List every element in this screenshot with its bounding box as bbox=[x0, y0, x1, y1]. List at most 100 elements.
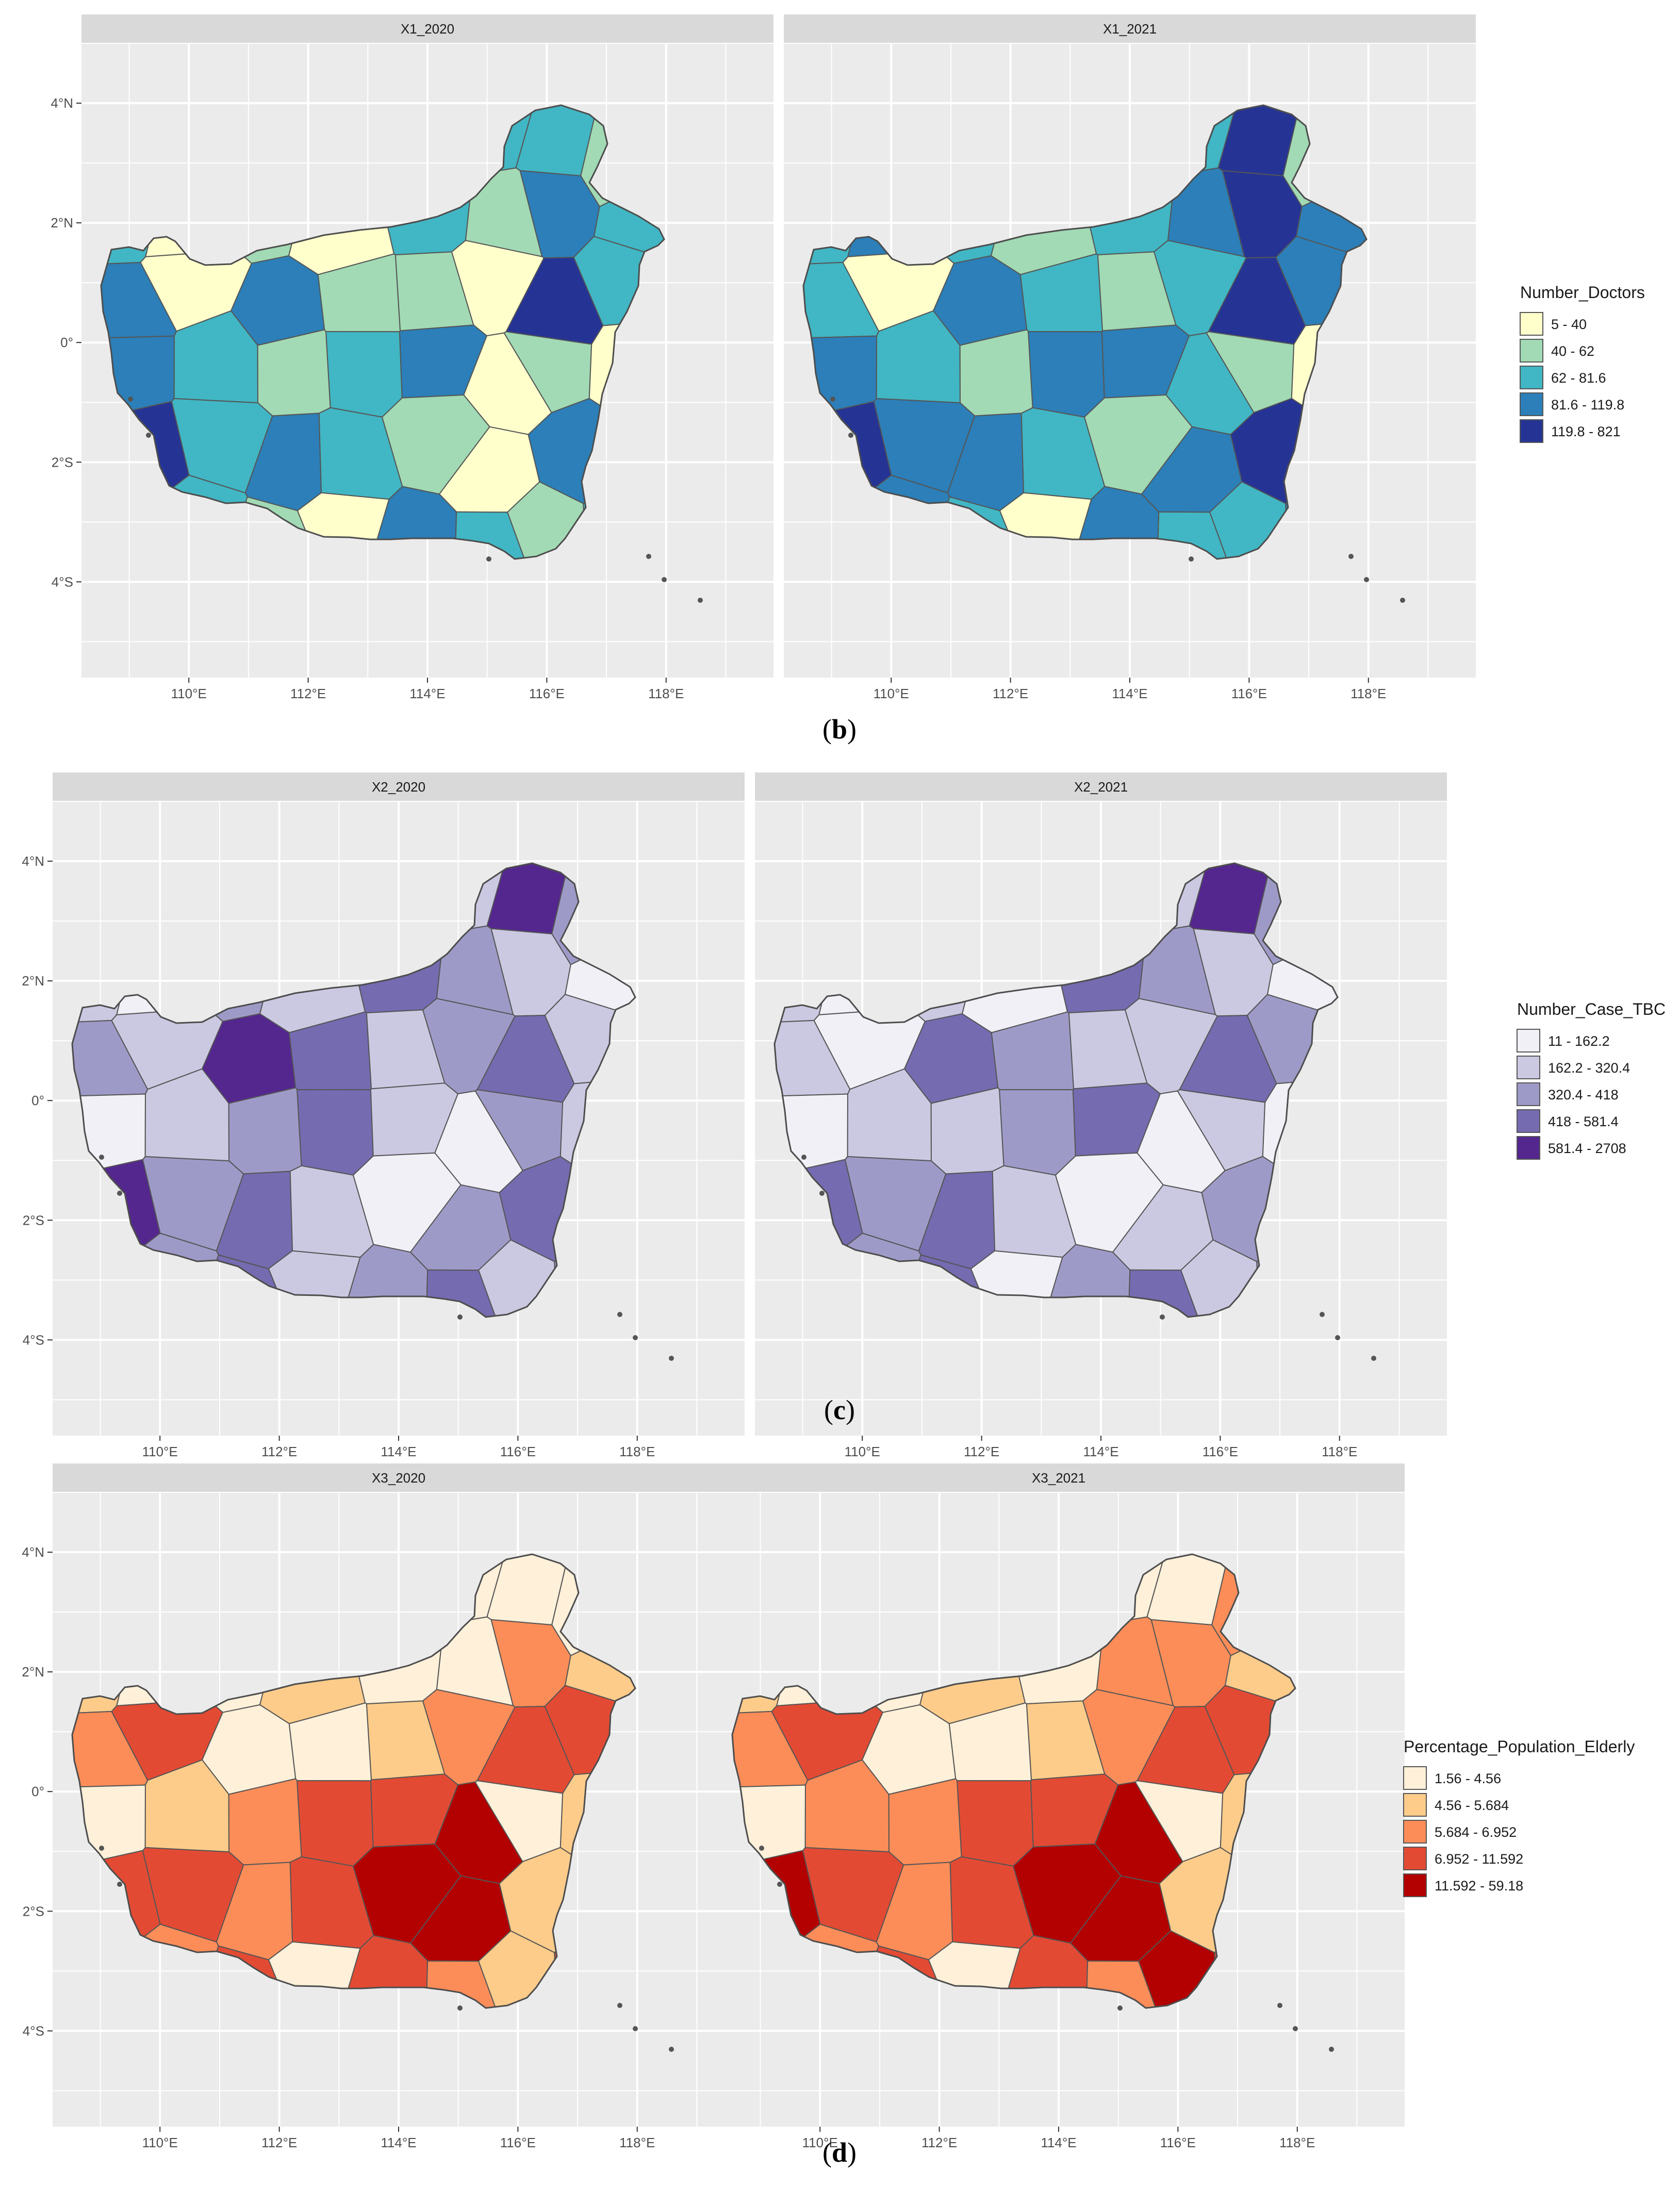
x-tick-label: 112°E bbox=[290, 686, 326, 701]
x-tick-label: 114°E bbox=[1112, 686, 1147, 701]
island-mark bbox=[662, 577, 667, 582]
x-tick-label: 114°E bbox=[1041, 2135, 1076, 2150]
legend-label: 81.6 - 119.8 bbox=[1551, 397, 1624, 413]
legend-label: 11.592 - 59.18 bbox=[1435, 1878, 1523, 1894]
island-mark bbox=[830, 397, 835, 402]
x-tick-label: 110°E bbox=[802, 2135, 838, 2150]
x-tick-label: 116°E bbox=[1231, 686, 1267, 701]
island-mark bbox=[1348, 554, 1354, 559]
legend-label: 5 - 40 bbox=[1551, 317, 1587, 332]
island-mark bbox=[128, 397, 133, 402]
y-tick-label: 0° bbox=[31, 1093, 44, 1108]
x-tick-label: 116°E bbox=[500, 1444, 536, 1459]
y-tick-label: 0° bbox=[31, 1784, 44, 1799]
regency-region bbox=[979, 1935, 1089, 2008]
legend-label: 119.8 - 821 bbox=[1551, 424, 1621, 439]
y-tick-label: 2°N bbox=[22, 1664, 44, 1680]
legend-number-doctors: Number_Doctors 5 - 40 40 - 62 62 - 81.6 81.6… bbox=[1520, 283, 1645, 443]
island-mark bbox=[99, 1155, 104, 1160]
x-tick-label: 114°E bbox=[381, 1444, 416, 1459]
y-tick-label: 2°S bbox=[23, 1212, 44, 1228]
island-mark bbox=[1293, 2026, 1298, 2031]
regency-region bbox=[544, 1685, 635, 1775]
x-tick-label: 118°E bbox=[1322, 1444, 1357, 1459]
island-mark bbox=[1371, 1356, 1376, 1361]
y-tick-label: 4°S bbox=[52, 574, 73, 589]
regency-region bbox=[228, 1087, 302, 1175]
caption-c-letter: c bbox=[833, 1394, 846, 1425]
x-tick-label: 112°E bbox=[261, 2135, 297, 2150]
island-mark bbox=[759, 1846, 764, 1851]
regency-region bbox=[1021, 1244, 1131, 1317]
regency-region bbox=[573, 236, 664, 326]
facet-x3-2020: X3_2020 110°E 112°E 114°E 116°E 118°E 4°N 2°N 0°… bbox=[22, 1463, 745, 2150]
facet-x3-2021: X3_2021 110°E 112°E 114°E 116°E 118°E bbox=[713, 1463, 1405, 2150]
regency-region bbox=[228, 1778, 302, 1866]
x-tick-label: 110°E bbox=[142, 1444, 178, 1459]
island-mark bbox=[1335, 1335, 1340, 1340]
y-tick-label: 2°N bbox=[51, 215, 73, 231]
regency-region bbox=[1246, 994, 1338, 1084]
regency-region bbox=[297, 1780, 374, 1867]
legend-swatch bbox=[1517, 1109, 1540, 1133]
facet-title: X2_2021 bbox=[1074, 779, 1128, 795]
island-mark bbox=[1329, 2047, 1334, 2052]
coastline-outline bbox=[802, 104, 1368, 560]
island-mark bbox=[1277, 2003, 1282, 2008]
y-tick-label: 2°S bbox=[52, 454, 73, 470]
island-mark bbox=[117, 1882, 122, 1887]
island-mark bbox=[117, 1191, 122, 1196]
legend-swatch bbox=[1403, 1766, 1427, 1790]
facet-title: X1_2020 bbox=[401, 21, 454, 37]
legend-title: Percentage_Population_Elderly bbox=[1404, 1737, 1635, 1756]
regency-region bbox=[999, 1089, 1076, 1176]
island-mark bbox=[457, 1314, 463, 1320]
panel-b-row: X1_2020 110°E 112°E 114°E 116°E 118°E 4°N 2°N 0°… bbox=[51, 14, 1645, 701]
y-tick-label: 4°N bbox=[22, 1544, 44, 1560]
regency-region bbox=[325, 331, 403, 418]
map-plot-area: 110°E 112°E 114°E 116°E 118°E 4°N 2°N 0° 2°S 4°S bbox=[51, 43, 773, 701]
island-mark bbox=[819, 1191, 825, 1196]
facet-title: X3_2020 bbox=[372, 1470, 425, 1486]
island-mark bbox=[669, 2047, 674, 2052]
y-tick-label: 4°S bbox=[23, 1332, 44, 1347]
y-tick-label: 2°N bbox=[22, 973, 44, 989]
legend-label: 1.56 - 4.56 bbox=[1435, 1771, 1501, 1786]
regency-region bbox=[957, 1780, 1034, 1867]
legend-swatch bbox=[1517, 1056, 1540, 1079]
regency-region bbox=[319, 1244, 429, 1317]
regency-region bbox=[348, 486, 457, 559]
x-tick-label: 110°E bbox=[874, 686, 909, 701]
legend-swatch bbox=[1520, 392, 1543, 416]
x-tick-label: 110°E bbox=[171, 686, 207, 701]
facet-strip bbox=[53, 1463, 745, 1492]
regency-region bbox=[1204, 1685, 1295, 1775]
x-tick-label: 110°E bbox=[142, 2135, 178, 2150]
legend-label: 581.4 - 2708 bbox=[1548, 1141, 1626, 1156]
regency-region bbox=[544, 994, 635, 1084]
legend-label: 5.684 - 6.952 bbox=[1435, 1824, 1517, 1840]
map-plot-area: 110°E 112°E 114°E 116°E 118°E bbox=[713, 1492, 1405, 2150]
island-mark bbox=[1189, 556, 1194, 562]
regency-region bbox=[257, 329, 331, 417]
facet-x1-2021: X1_2021 110°E 112°E 114°E 116°E 118°E bbox=[784, 14, 1476, 701]
island-mark bbox=[1400, 598, 1405, 603]
y-tick-label: 4°N bbox=[22, 853, 44, 869]
legend-swatch bbox=[1520, 312, 1543, 336]
island-mark bbox=[146, 433, 151, 438]
facet-x2-2021: X2_2021 110°E 112°E 114°E 116°E 118°E bbox=[755, 772, 1447, 1459]
legend-label: 4.56 - 5.684 bbox=[1435, 1798, 1509, 1813]
legend-label: 11 - 162.2 bbox=[1548, 1033, 1610, 1049]
island-mark bbox=[617, 2003, 622, 2008]
facet-strip bbox=[713, 1463, 1405, 1492]
legend-swatch bbox=[1403, 1793, 1427, 1817]
island-mark bbox=[777, 1882, 782, 1887]
facet-title: X2_2020 bbox=[372, 779, 425, 795]
caption-d-letter: d bbox=[832, 2137, 847, 2168]
regency-region bbox=[888, 1778, 962, 1866]
legend-swatch bbox=[1403, 1847, 1427, 1870]
x-tick-label: 116°E bbox=[1203, 1444, 1238, 1459]
x-tick-label: 116°E bbox=[1160, 2135, 1196, 2150]
facet-strip bbox=[784, 14, 1476, 43]
x-tick-label: 112°E bbox=[921, 2135, 957, 2150]
